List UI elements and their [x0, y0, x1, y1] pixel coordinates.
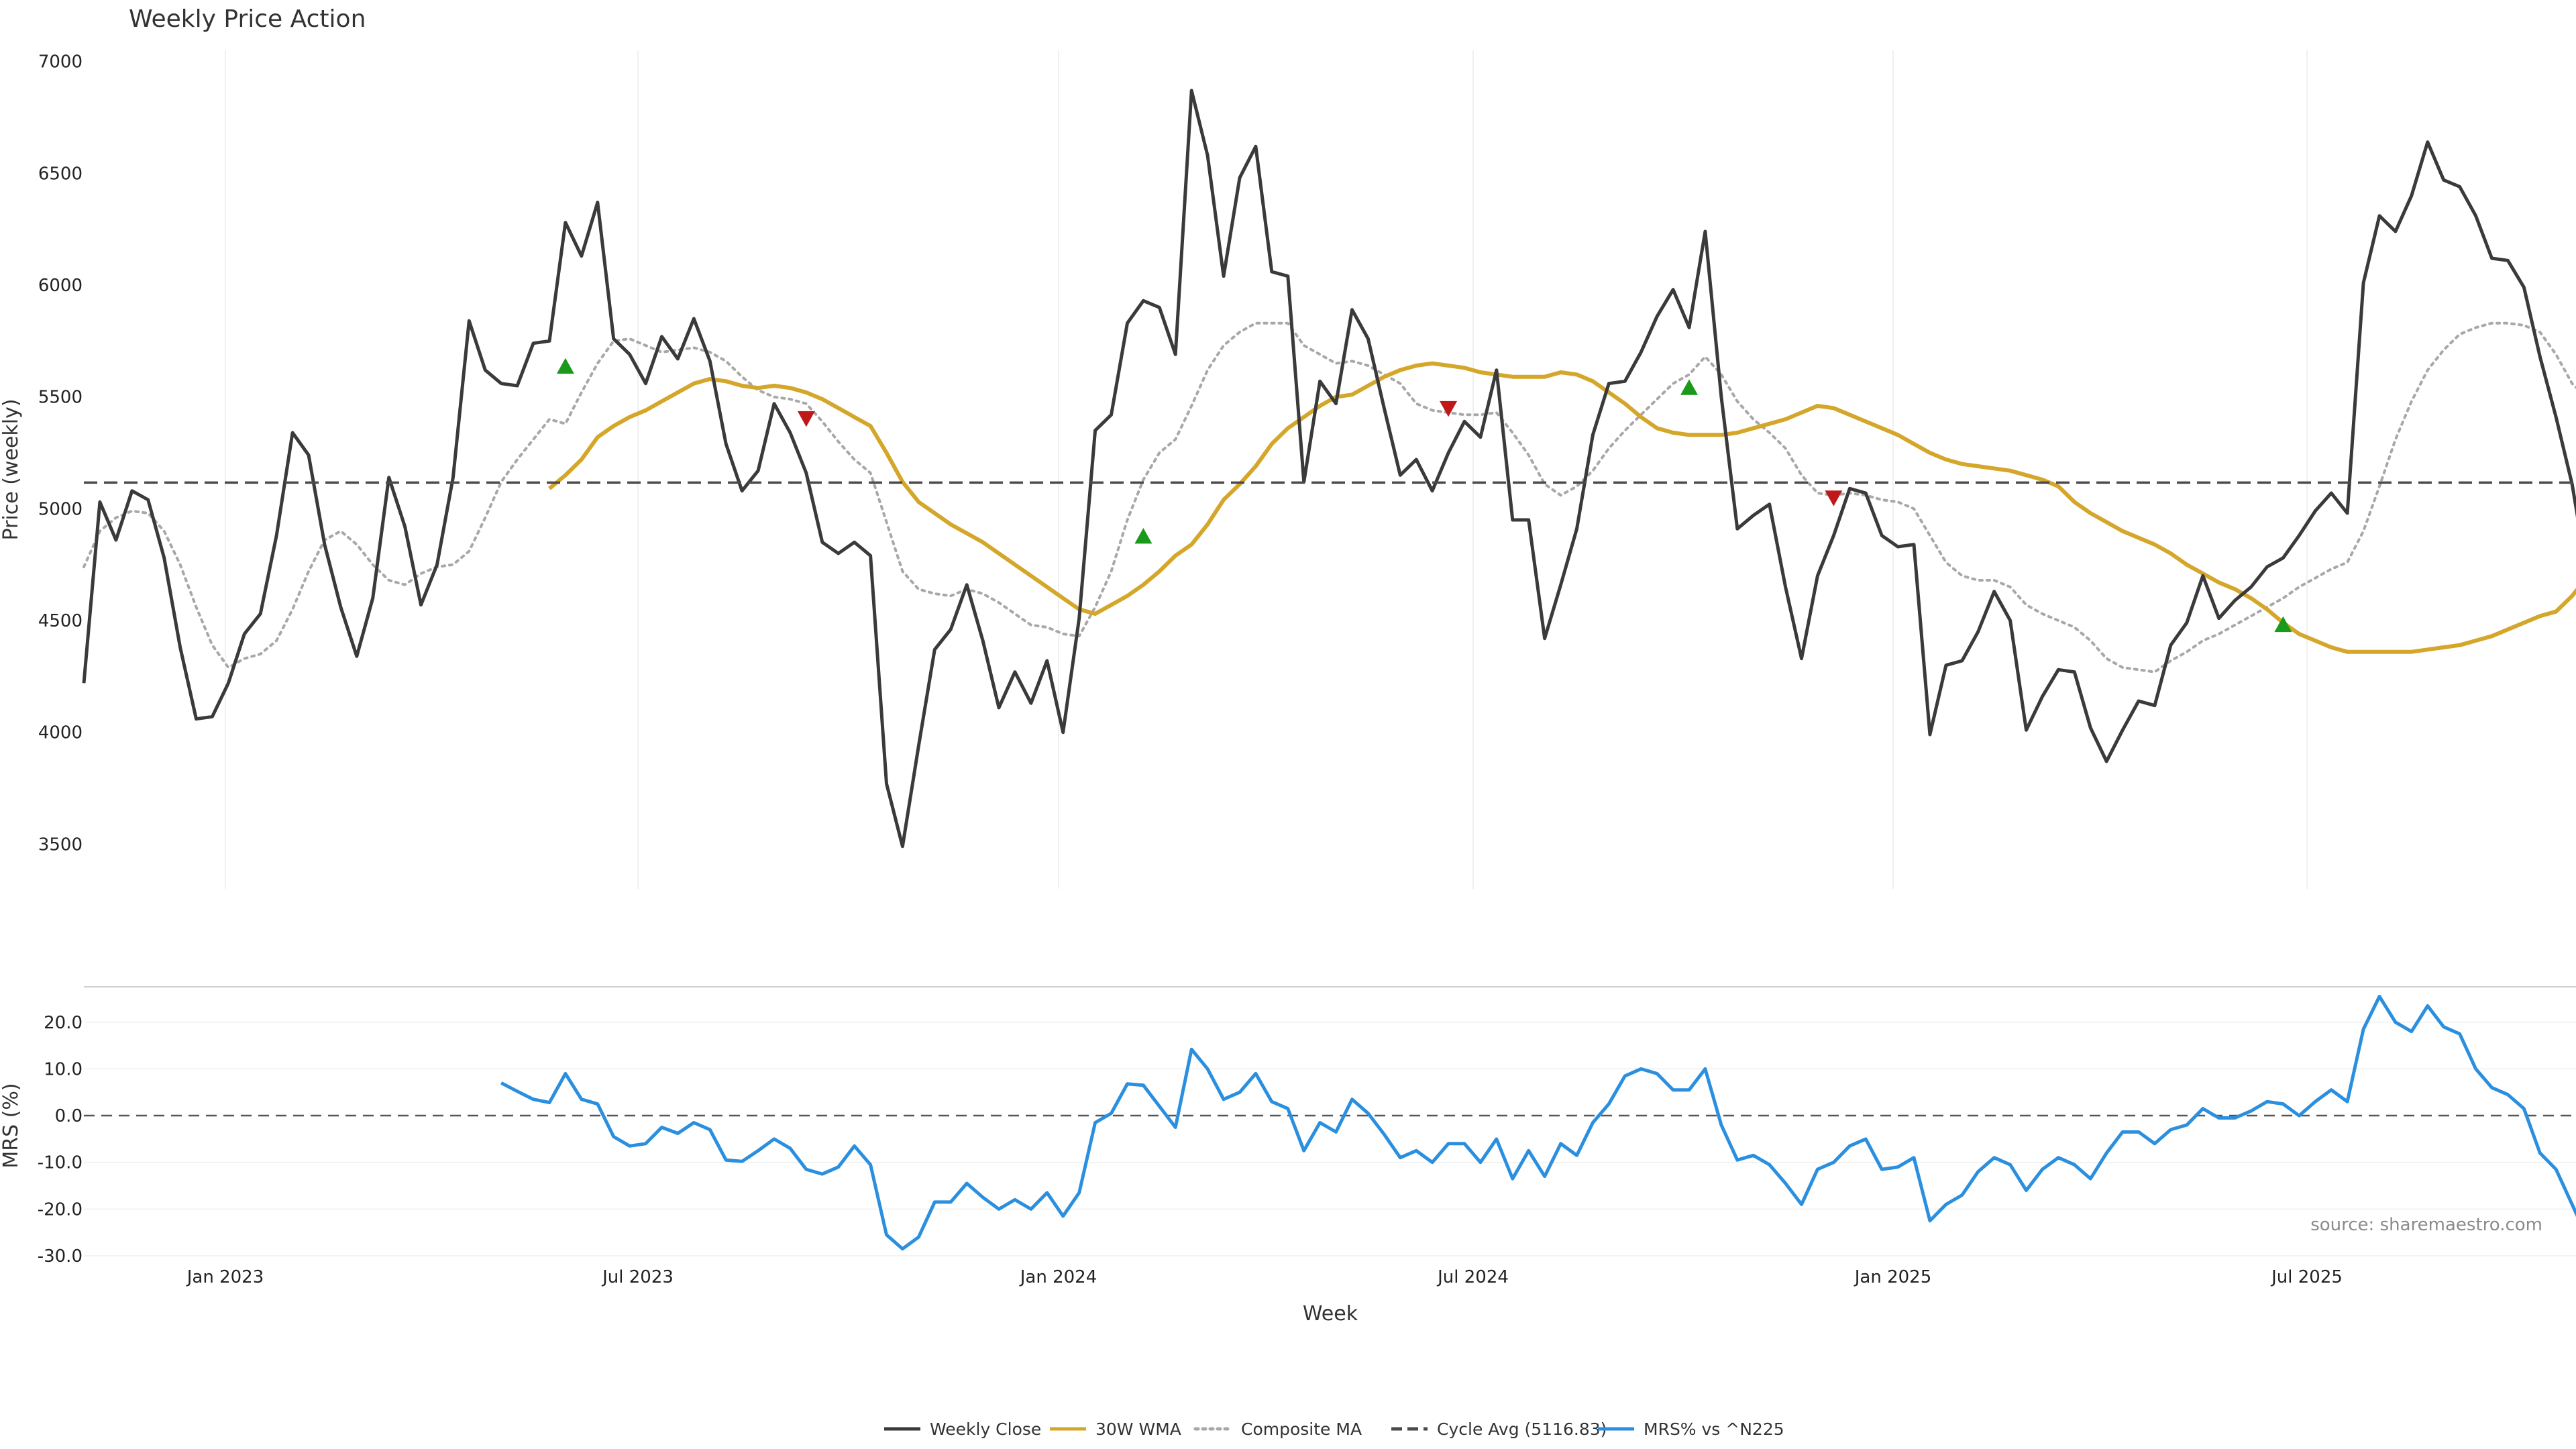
price-y-tick-label: 6500: [38, 164, 83, 184]
series-line-close: [82, 89, 2576, 849]
sell-signal-marker: [1440, 400, 1458, 417]
price-y-tick-label: 4000: [38, 723, 83, 743]
mrs-y-ticks: -30.0 -20.0 -10.0 0.0 10.0 20.0: [38, 1013, 83, 1267]
series-line-composite: [83, 321, 2576, 674]
mrs-panel: -30.0 -20.0 -10.0 0.0 10.0 20.0 MRS (%) sourc…: [0, 986, 2576, 1267]
mrs-gridlines: [84, 1022, 2576, 1256]
mrs-series: [500, 994, 2576, 1251]
price-series: [82, 89, 2576, 849]
legend-label: Weekly Close: [930, 1419, 1041, 1439]
mrs-y-tick-label: 20.0: [44, 1013, 83, 1033]
x-axis-label: Week: [1303, 1302, 1358, 1326]
legend: Weekly Close 30W WMA Composite MA Cycle Avg…: [884, 1419, 1784, 1439]
buy-signal-marker: [2274, 616, 2292, 633]
price-y-tick-label: 4500: [38, 611, 83, 631]
price-panel: 3500 4000 4500 5000 5500 6000 6500 7000 Price (…: [0, 50, 2576, 889]
mrs-y-axis-label: MRS (%): [0, 1083, 23, 1168]
sell-signal-marker: [797, 411, 815, 427]
signal-markers: [556, 358, 2292, 633]
sell-signal-marker: [1825, 490, 1843, 506]
legend-label: 30W WMA: [1095, 1419, 1181, 1439]
x-tick-label: Jul 2024: [1436, 1267, 1509, 1287]
buy-signal-marker: [556, 358, 574, 374]
price-y-ticks: 3500 4000 4500 5000 5500 6000 6500 7000: [38, 52, 83, 855]
buy-signal-marker: [1134, 528, 1152, 544]
chart-title: Weekly Price Action: [129, 5, 366, 33]
legend-label: MRS% vs ^N225: [1644, 1419, 1784, 1439]
series-line-mrs: [500, 994, 2576, 1251]
x-tick-label: Jan 2025: [1854, 1267, 1932, 1287]
x-tick-label: Jul 2023: [601, 1267, 674, 1287]
price-y-tick-label: 3500: [38, 835, 83, 855]
price-y-tick-label: 5500: [38, 388, 83, 408]
price-gridlines: [225, 50, 2308, 889]
x-tick-label: Jul 2025: [2270, 1267, 2343, 1287]
price-y-tick-label: 6000: [38, 276, 83, 296]
source-note: source: sharemaestro.com: [2310, 1215, 2542, 1235]
mrs-y-tick-label: 10.0: [44, 1059, 83, 1079]
price-y-axis-label: Price (weekly): [0, 398, 23, 540]
x-axis-ticks: Jan 2023 Jul 2023 Jan 2024 Jul 2024 Jan 2025…: [186, 1267, 2343, 1287]
price-y-tick-label: 5000: [38, 499, 83, 519]
buy-signal-marker: [1680, 379, 1698, 395]
x-tick-label: Jan 2024: [1019, 1267, 1097, 1287]
legend-label: Cycle Avg (5116.83): [1437, 1419, 1607, 1439]
mrs-y-tick-label: -30.0: [38, 1246, 83, 1267]
mrs-y-tick-label: -20.0: [38, 1199, 83, 1220]
price-y-tick-label: 7000: [38, 52, 83, 72]
mrs-y-tick-label: -10.0: [38, 1153, 83, 1173]
mrs-y-tick-label: 0.0: [55, 1106, 83, 1126]
x-tick-label: Jan 2023: [186, 1267, 264, 1287]
series-line-wma: [548, 361, 2576, 654]
legend-label: Composite MA: [1241, 1419, 1362, 1439]
